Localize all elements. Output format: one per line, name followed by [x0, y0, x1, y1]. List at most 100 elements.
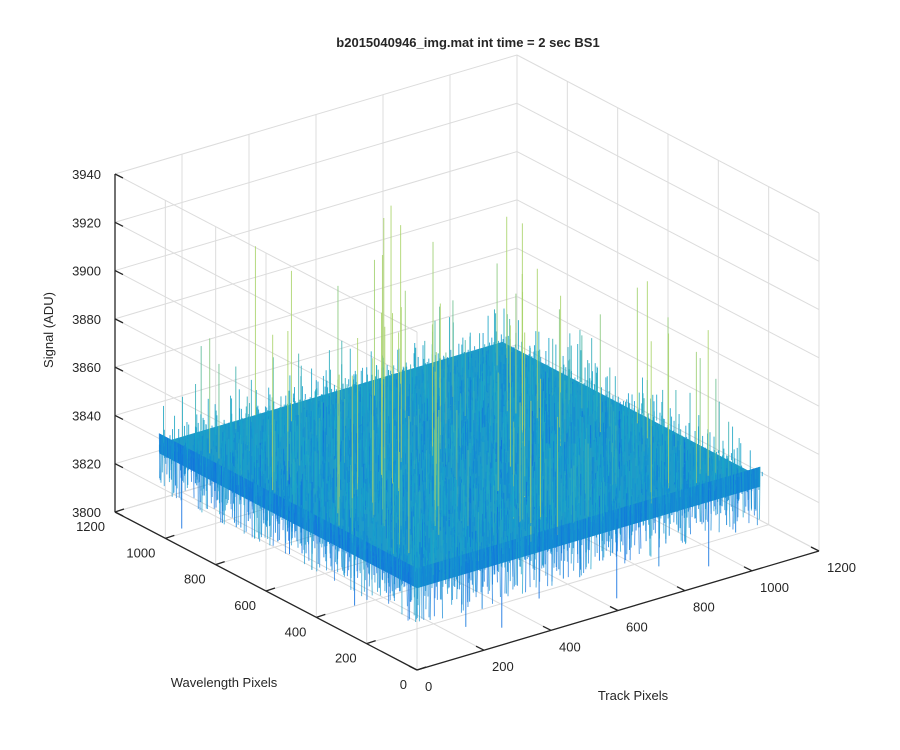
surface-rim-sample — [626, 505, 629, 555]
surface-rim-sample — [328, 522, 331, 554]
surface-rim-sample — [434, 562, 437, 599]
right-wall-grid-line — [516, 199, 820, 359]
surface-rim-sample — [322, 519, 324, 544]
surface-rim-sample — [476, 550, 479, 592]
surface-rim-sample — [549, 528, 552, 554]
surface-rim-sample — [393, 555, 395, 602]
surface-rim-sample — [275, 494, 278, 522]
surface-rim-sample — [272, 493, 275, 546]
surface-rim-sample — [407, 563, 410, 621]
surface-rim-sample — [573, 521, 575, 571]
surface-rim-sample — [391, 555, 394, 597]
surface-rim-sample — [334, 525, 337, 550]
surface-rim-sample — [515, 538, 518, 585]
surface-rim-sample — [591, 516, 594, 536]
surface-rim-sample — [501, 542, 504, 568]
surface-rim-sample — [566, 523, 568, 562]
surface-rim-sample — [274, 494, 277, 516]
surface-rim-sample — [513, 539, 516, 587]
surface-rim-sample — [405, 562, 408, 607]
surface-rim-sample — [612, 510, 614, 554]
surface-rim-sample — [512, 539, 515, 590]
surface-rim-sample — [444, 559, 447, 585]
surface-rim-sample — [548, 529, 551, 551]
surface-rim-sample — [595, 515, 598, 553]
surface-rim-sample — [315, 515, 318, 544]
surface-rim-sample — [302, 508, 305, 550]
surface-rim-sample — [541, 530, 544, 565]
surface-rim-sample — [289, 502, 292, 546]
surface-rim-sample — [408, 564, 411, 620]
surface-rim-sample — [404, 562, 406, 587]
surface-rim-sample — [383, 551, 386, 571]
surface-rim-sample — [507, 541, 510, 597]
surface-rim-sample — [412, 566, 415, 598]
surface-rim-sample — [496, 544, 498, 583]
surface-rim-sample — [340, 528, 343, 568]
surface-rim-sample — [354, 536, 357, 560]
surface-rim-sample — [411, 565, 413, 601]
surface-rim-sample — [487, 547, 490, 595]
surface-rim-sample — [492, 545, 495, 571]
surface-rim-sample — [460, 554, 463, 613]
surface-rim-sample — [398, 559, 401, 591]
surface-rim-sample — [422, 566, 425, 621]
surface-rim-sample — [499, 543, 501, 598]
surface-rim-sample — [468, 552, 471, 579]
surface-rim-sample — [537, 532, 540, 551]
surface-rim-sample — [306, 510, 309, 543]
chart-title: b2015040946_img.mat int time = 2 sec BS1 — [336, 35, 599, 50]
surface-rim-sample — [491, 546, 494, 604]
surface-rim-sample — [474, 551, 477, 592]
surface-rim-sample — [441, 560, 444, 619]
surface-rim-sample — [341, 529, 344, 552]
right-wall-grid-line — [516, 151, 820, 311]
surface-rim-sample — [260, 487, 263, 538]
surface-rim-sample — [375, 546, 378, 574]
surface-rim-sample — [295, 505, 298, 542]
surface-rim-sample — [464, 553, 466, 573]
surface-rim-sample — [370, 544, 373, 596]
surface-rim-sample — [600, 513, 603, 552]
surface-rim-sample — [293, 503, 296, 538]
surface-rim-sample — [489, 546, 491, 591]
surface-rim-sample — [503, 542, 506, 568]
surface-rim-sample — [304, 510, 307, 545]
surface-rim-sample — [301, 508, 303, 546]
surface-rim-sample — [531, 534, 534, 569]
surface-rim-sample — [342, 529, 345, 575]
surface-rim-sample — [470, 552, 473, 581]
surface-rim-sample — [528, 535, 531, 588]
surface-rim-sample — [575, 521, 578, 542]
surface-rim-sample — [588, 517, 591, 551]
surface-rim-sample — [551, 528, 554, 586]
surface-rim-sample — [590, 516, 593, 570]
surface-rim-sample — [291, 503, 294, 539]
surface-rim-sample — [619, 508, 622, 552]
surface-rim-sample — [297, 505, 299, 548]
surface-rim-sample — [279, 497, 282, 519]
surface-rim-sample — [359, 538, 361, 574]
surface-rim-sample — [521, 536, 524, 594]
surface-rim-sample — [418, 567, 421, 622]
surface-rim-sample — [525, 535, 527, 593]
back-wall-grid-line — [114, 199, 518, 320]
surface-rim-sample — [284, 498, 287, 554]
surface-rim-sample — [467, 553, 469, 607]
back-wall-grid-line — [114, 151, 518, 272]
surface-rim-sample — [560, 525, 563, 561]
left-wall-grid-line — [114, 221, 418, 381]
floor-grid-line — [366, 524, 769, 645]
surface-rim-sample — [307, 511, 310, 561]
surface-rim-sample — [545, 529, 547, 576]
surface-rim-sample — [437, 561, 440, 582]
surface-rim-sample — [605, 512, 607, 551]
surface-rim-sample — [504, 541, 507, 594]
surface-rim-sample — [580, 519, 582, 576]
surface-rim-sample — [446, 559, 449, 594]
surface-rim-sample — [377, 548, 380, 589]
surface-rim-sample — [256, 484, 258, 533]
surface-rim-sample — [533, 533, 536, 570]
surface-rim-sample — [316, 516, 318, 572]
